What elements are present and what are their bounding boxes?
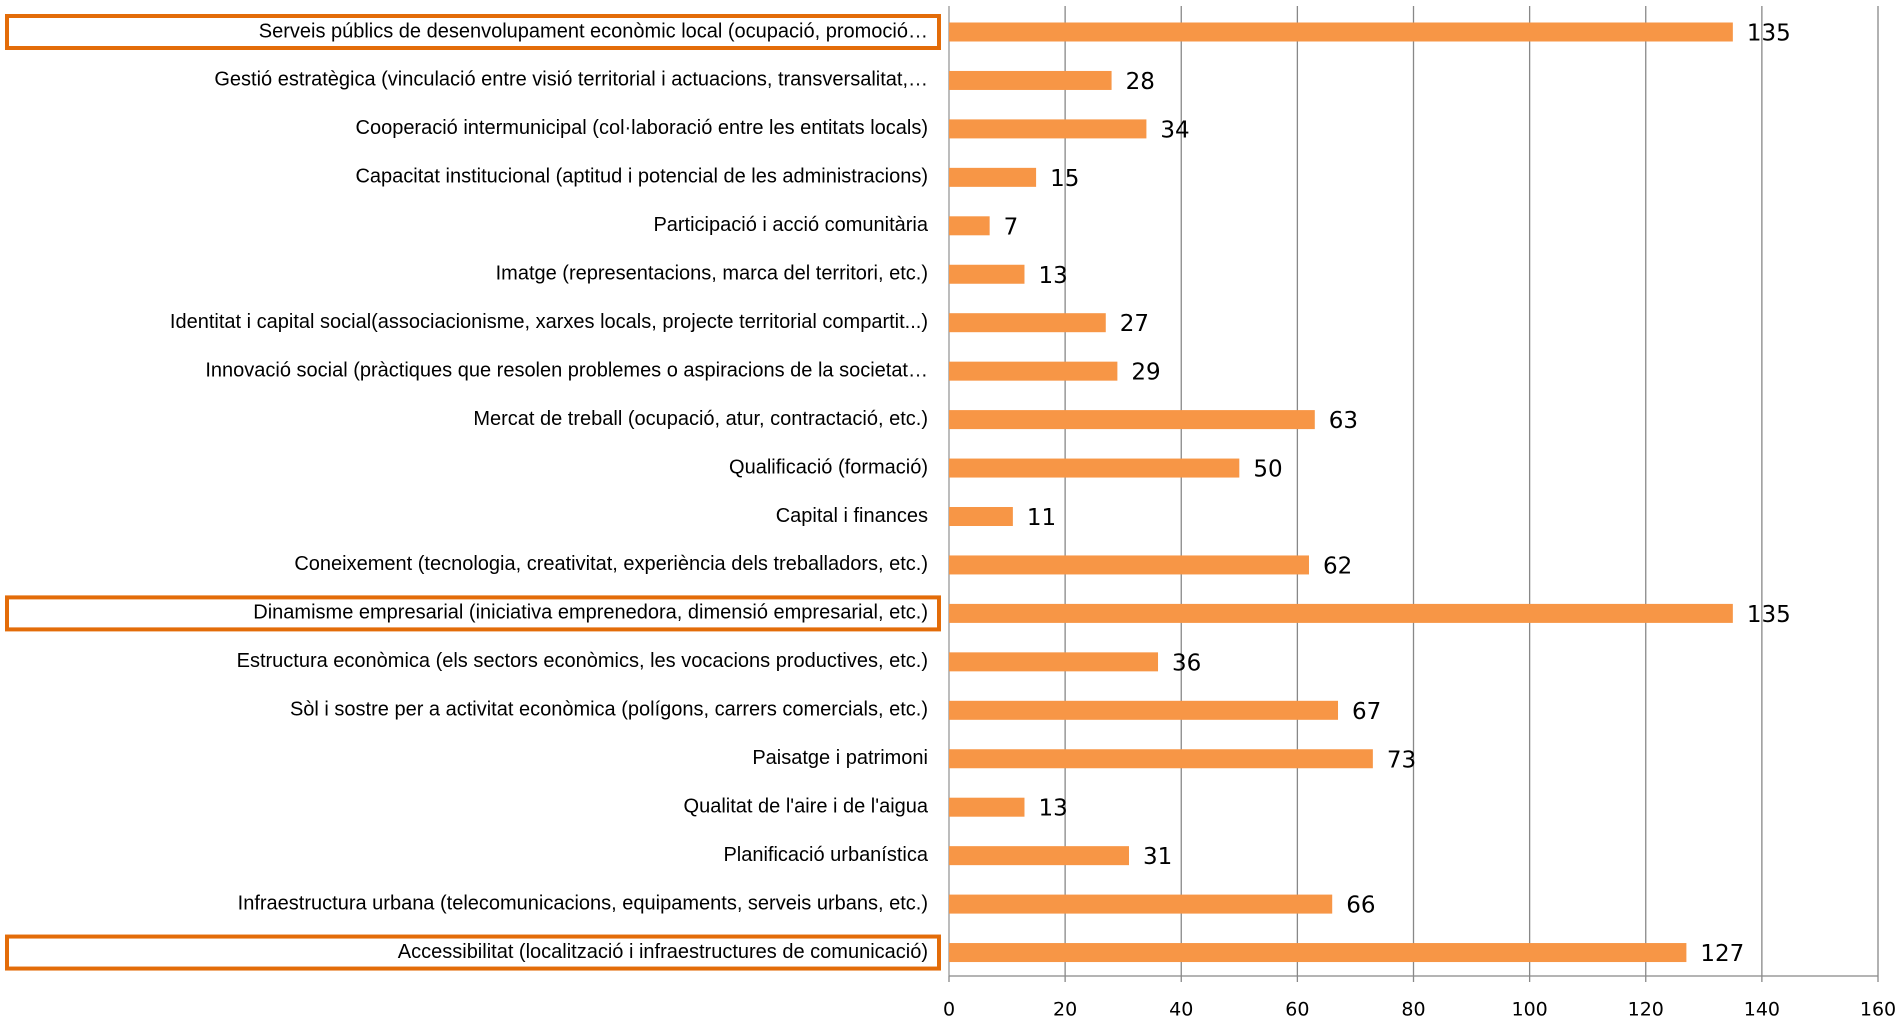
value-label: 31 [1143, 844, 1172, 870]
bar [949, 652, 1159, 672]
bar [949, 749, 1373, 769]
category-label: Paisatge i patrimoni [752, 747, 928, 769]
category-label: Serveis públics de desenvolupament econò… [259, 20, 928, 42]
category-label: Mercat de treball (ocupació, atur, contr… [473, 408, 928, 430]
x-tick-label: 140 [1744, 999, 1780, 1021]
value-label: 50 [1253, 457, 1282, 483]
bar [949, 70, 1112, 90]
bar [949, 797, 1025, 817]
category-label: Innovació social (pràctiques que resolen… [205, 359, 928, 381]
bar [949, 458, 1240, 478]
bar [949, 894, 1333, 914]
bar [949, 264, 1025, 284]
x-tick-label: 160 [1860, 999, 1896, 1021]
value-label: 7 [1004, 214, 1019, 240]
category-label: Qualificació (formació) [729, 456, 928, 478]
bar [949, 555, 1309, 575]
category-label: Coneixement (tecnologia, creativitat, ex… [294, 553, 928, 575]
category-label: Planificació urbanística [723, 844, 928, 866]
x-tick-label: 20 [1053, 999, 1077, 1021]
bar [949, 507, 1013, 526]
category-label: Capital i finances [776, 505, 928, 527]
category-label: Sòl i sostre per a activitat econòmica (… [290, 699, 928, 721]
category-label: Participació i acció comunitària [653, 214, 928, 236]
bar [949, 361, 1118, 381]
value-label: 34 [1160, 117, 1189, 143]
category-label: Estructura econòmica (els sectors econòm… [237, 650, 928, 672]
value-label: 66 [1346, 893, 1375, 919]
bar [949, 700, 1339, 720]
category-label: Accessibilitat (localització i infraestr… [398, 941, 928, 963]
bar [949, 22, 1733, 42]
bar [949, 119, 1147, 139]
category-label: Imatge (representacions, marca del terri… [496, 263, 928, 285]
value-label: 73 [1387, 747, 1416, 773]
x-tick-label: 40 [1169, 999, 1193, 1021]
x-tick-label: 0 [943, 999, 955, 1021]
value-label: 11 [1027, 505, 1056, 531]
x-tick-label: 120 [1628, 999, 1664, 1021]
value-label: 127 [1700, 941, 1744, 967]
bar [949, 313, 1106, 333]
value-label: 135 [1747, 602, 1791, 628]
value-label: 13 [1038, 796, 1067, 822]
bar [949, 846, 1129, 866]
value-label: 62 [1323, 553, 1352, 579]
highlight-box [5, 595, 941, 632]
value-label: 13 [1038, 263, 1067, 289]
bar [949, 216, 990, 236]
category-label: Capacitat institucional (aptitud i poten… [355, 166, 928, 188]
bar [949, 167, 1037, 187]
value-label: 29 [1131, 360, 1160, 386]
x-tick-label: 80 [1401, 999, 1425, 1021]
value-label: 28 [1126, 69, 1155, 95]
category-label: Dinamisme empresarial (iniciativa empren… [253, 602, 928, 624]
category-label: Gestió estratègica (vinculació entre vis… [214, 69, 928, 91]
value-label: 15 [1050, 166, 1079, 192]
category-label: Qualitat de l'aire i de l'aigua [684, 795, 929, 817]
value-label: 135 [1747, 21, 1791, 47]
bar [949, 943, 1687, 963]
highlight-box [5, 14, 941, 50]
x-tick-label: 60 [1285, 999, 1309, 1021]
value-label: 36 [1172, 650, 1201, 676]
bar [949, 410, 1315, 430]
value-label: 27 [1120, 311, 1149, 337]
value-label: 63 [1329, 408, 1358, 434]
category-label: Cooperació intermunicipal (col·laboració… [356, 117, 929, 139]
x-tick-label: 100 [1511, 999, 1547, 1021]
bar [949, 603, 1733, 623]
category-label: Infraestructura urbana (telecomunicacion… [238, 892, 928, 914]
highlight-box [5, 934, 941, 971]
value-label: 67 [1352, 699, 1381, 725]
category-label: Identitat i capital social(associacionis… [170, 311, 928, 333]
